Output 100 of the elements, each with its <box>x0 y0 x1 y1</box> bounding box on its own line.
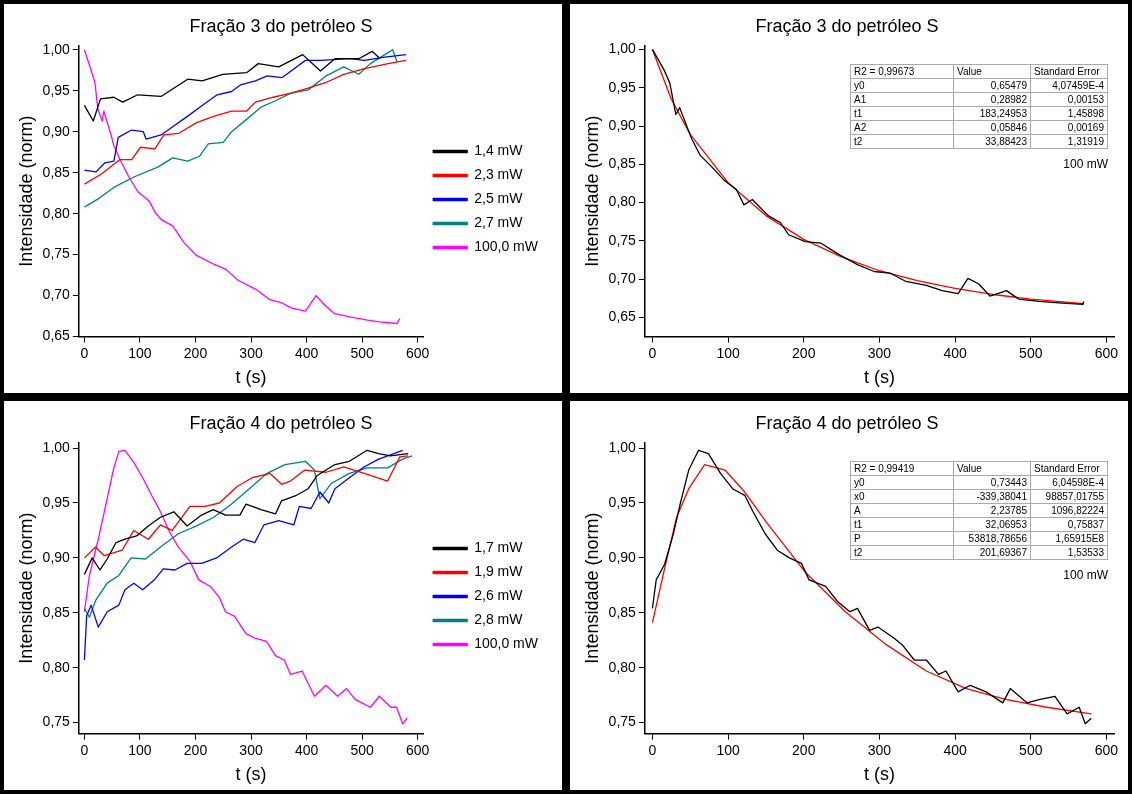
y-tick-label: 0,95 <box>608 78 637 95</box>
y-axis-title: Intensidade (norm) <box>581 512 602 664</box>
chart-title: Fração 3 do petróleo S <box>755 15 939 36</box>
annotation: A2 <box>850 120 954 135</box>
x-tick-label: 400 <box>294 344 319 361</box>
y-tick-label: 1,00 <box>608 438 637 455</box>
annotation: y0 <box>850 78 954 93</box>
legend-label: 2,8 mW <box>474 611 524 628</box>
legend-label: 2,6 mW <box>474 587 524 604</box>
y-tick-label: 0,85 <box>42 603 71 620</box>
y-tick-label: 1,00 <box>608 40 637 57</box>
x-tick-label: 600 <box>1094 344 1119 361</box>
x-tick-label: 100 <box>716 741 740 758</box>
y-tick-label: 0,90 <box>42 548 71 565</box>
annotation: 32,06953 <box>953 517 1031 532</box>
annotation: Standard Error <box>1030 461 1108 476</box>
y-tick-label: 0,95 <box>42 493 71 510</box>
annotation: R2 = 0,99419 <box>850 461 954 476</box>
x-tick-label: 500 <box>1019 741 1043 758</box>
legend-label: 1,4 mW <box>474 142 524 159</box>
annotation: 1,53533 <box>1030 545 1108 560</box>
annotation: 201,69367 <box>953 545 1031 560</box>
x-tick-label: 200 <box>183 741 208 758</box>
x-tick-label: 100 <box>128 344 152 361</box>
x-tick-label: 0 <box>80 741 89 758</box>
legend-label: 1,7 mW <box>474 539 524 556</box>
y-tick-label: 0,70 <box>42 286 71 303</box>
annotation: t1 <box>850 106 954 121</box>
y-tick-label: 1,00 <box>42 438 71 455</box>
x-tick-label: 0 <box>648 741 657 758</box>
legend-label: 100,0 mW <box>474 238 539 255</box>
annotation: y0 <box>850 475 954 490</box>
annotation: 0,05846 <box>953 120 1031 135</box>
annotation: t2 <box>850 545 954 560</box>
x-tick-label: 400 <box>294 741 319 758</box>
x-axis-title: t (s) <box>235 764 267 785</box>
y-tick-label: 0,70 <box>608 270 637 287</box>
annotation: R2 = 0,99673 <box>850 64 954 79</box>
legend-label: 2,5 mW <box>474 190 524 207</box>
x-tick-label: 100 <box>128 741 152 758</box>
annotation: 0,75837 <box>1030 517 1108 532</box>
x-tick-label: 500 <box>350 344 374 361</box>
legend-label: 2,7 mW <box>474 214 524 231</box>
y-tick-label: 0,85 <box>608 155 637 172</box>
annotation: 183,24953 <box>953 106 1031 121</box>
y-tick-label: 0,95 <box>608 493 637 510</box>
annotation: 0,00153 <box>1030 92 1108 107</box>
x-axis-title: t (s) <box>863 367 895 388</box>
legend-label: 1,9 mW <box>474 563 524 580</box>
x-tick-label: 600 <box>1094 741 1119 758</box>
annotation: 33,88423 <box>953 134 1031 149</box>
annotation: Value <box>953 64 1031 79</box>
legend-label: 2,3 mW <box>474 166 524 183</box>
x-tick-label: 600 <box>405 741 430 758</box>
y-tick-label: 0,75 <box>608 713 637 730</box>
y-tick-label: 0,75 <box>42 245 71 262</box>
y-axis-title: Intensidade (norm) <box>581 115 602 267</box>
y-tick-label: 0,90 <box>608 116 637 133</box>
chart-title: Fração 4 do petróleo S <box>189 412 373 433</box>
y-axis-title: Intensidade (norm) <box>15 115 36 267</box>
y-axis-title: Intensidade (norm) <box>15 512 36 664</box>
y-tick-label: 0,75 <box>42 713 71 730</box>
annotation: 1,65915E8 <box>1030 531 1108 546</box>
y-tick-label: 0,80 <box>42 204 71 221</box>
x-tick-label: 300 <box>867 344 892 361</box>
annotation: 100 mW <box>1062 157 1108 171</box>
chart-title: Fração 4 do petróleo S <box>755 412 939 433</box>
y-tick-label: 0,90 <box>42 122 71 139</box>
annotation: 0,73443 <box>953 475 1031 490</box>
x-tick-label: 200 <box>183 344 208 361</box>
annotation: t1 <box>850 517 954 532</box>
annotation: 0,65479 <box>953 78 1031 93</box>
annotation: 1,45898 <box>1030 106 1108 121</box>
x-axis-title: t (s) <box>863 764 895 785</box>
y-tick-label: 0,75 <box>608 231 637 248</box>
y-tick-label: 0,85 <box>608 603 637 620</box>
annotation: A1 <box>850 92 954 107</box>
annotation: 6,04598E-4 <box>1030 475 1108 490</box>
annotation: 53818,78656 <box>953 531 1031 546</box>
y-tick-label: 0,80 <box>608 193 637 210</box>
x-tick-label: 200 <box>792 741 816 758</box>
annotation: 1,31919 <box>1030 134 1108 149</box>
annotation: 0,00169 <box>1030 120 1108 135</box>
x-tick-label: 400 <box>943 344 967 361</box>
annotation: 2,23785 <box>953 503 1031 518</box>
x-tick-label: 0 <box>648 344 657 361</box>
x-tick-label: 100 <box>716 344 740 361</box>
x-axis-title: t (s) <box>235 367 267 388</box>
x-tick-label: 500 <box>350 741 374 758</box>
annotation: 1096,82224 <box>1030 503 1108 518</box>
x-tick-label: 200 <box>792 344 816 361</box>
y-tick-label: 0,80 <box>608 658 637 675</box>
x-tick-label: 300 <box>239 344 263 361</box>
x-tick-label: 300 <box>239 741 263 758</box>
annotation: Standard Error <box>1030 64 1108 79</box>
annotation: Value <box>953 461 1031 476</box>
x-tick-label: 0 <box>80 344 89 361</box>
y-tick-label: 0,80 <box>42 658 71 675</box>
x-tick-label: 300 <box>867 741 892 758</box>
annotation: 4,07459E-4 <box>1030 78 1108 93</box>
